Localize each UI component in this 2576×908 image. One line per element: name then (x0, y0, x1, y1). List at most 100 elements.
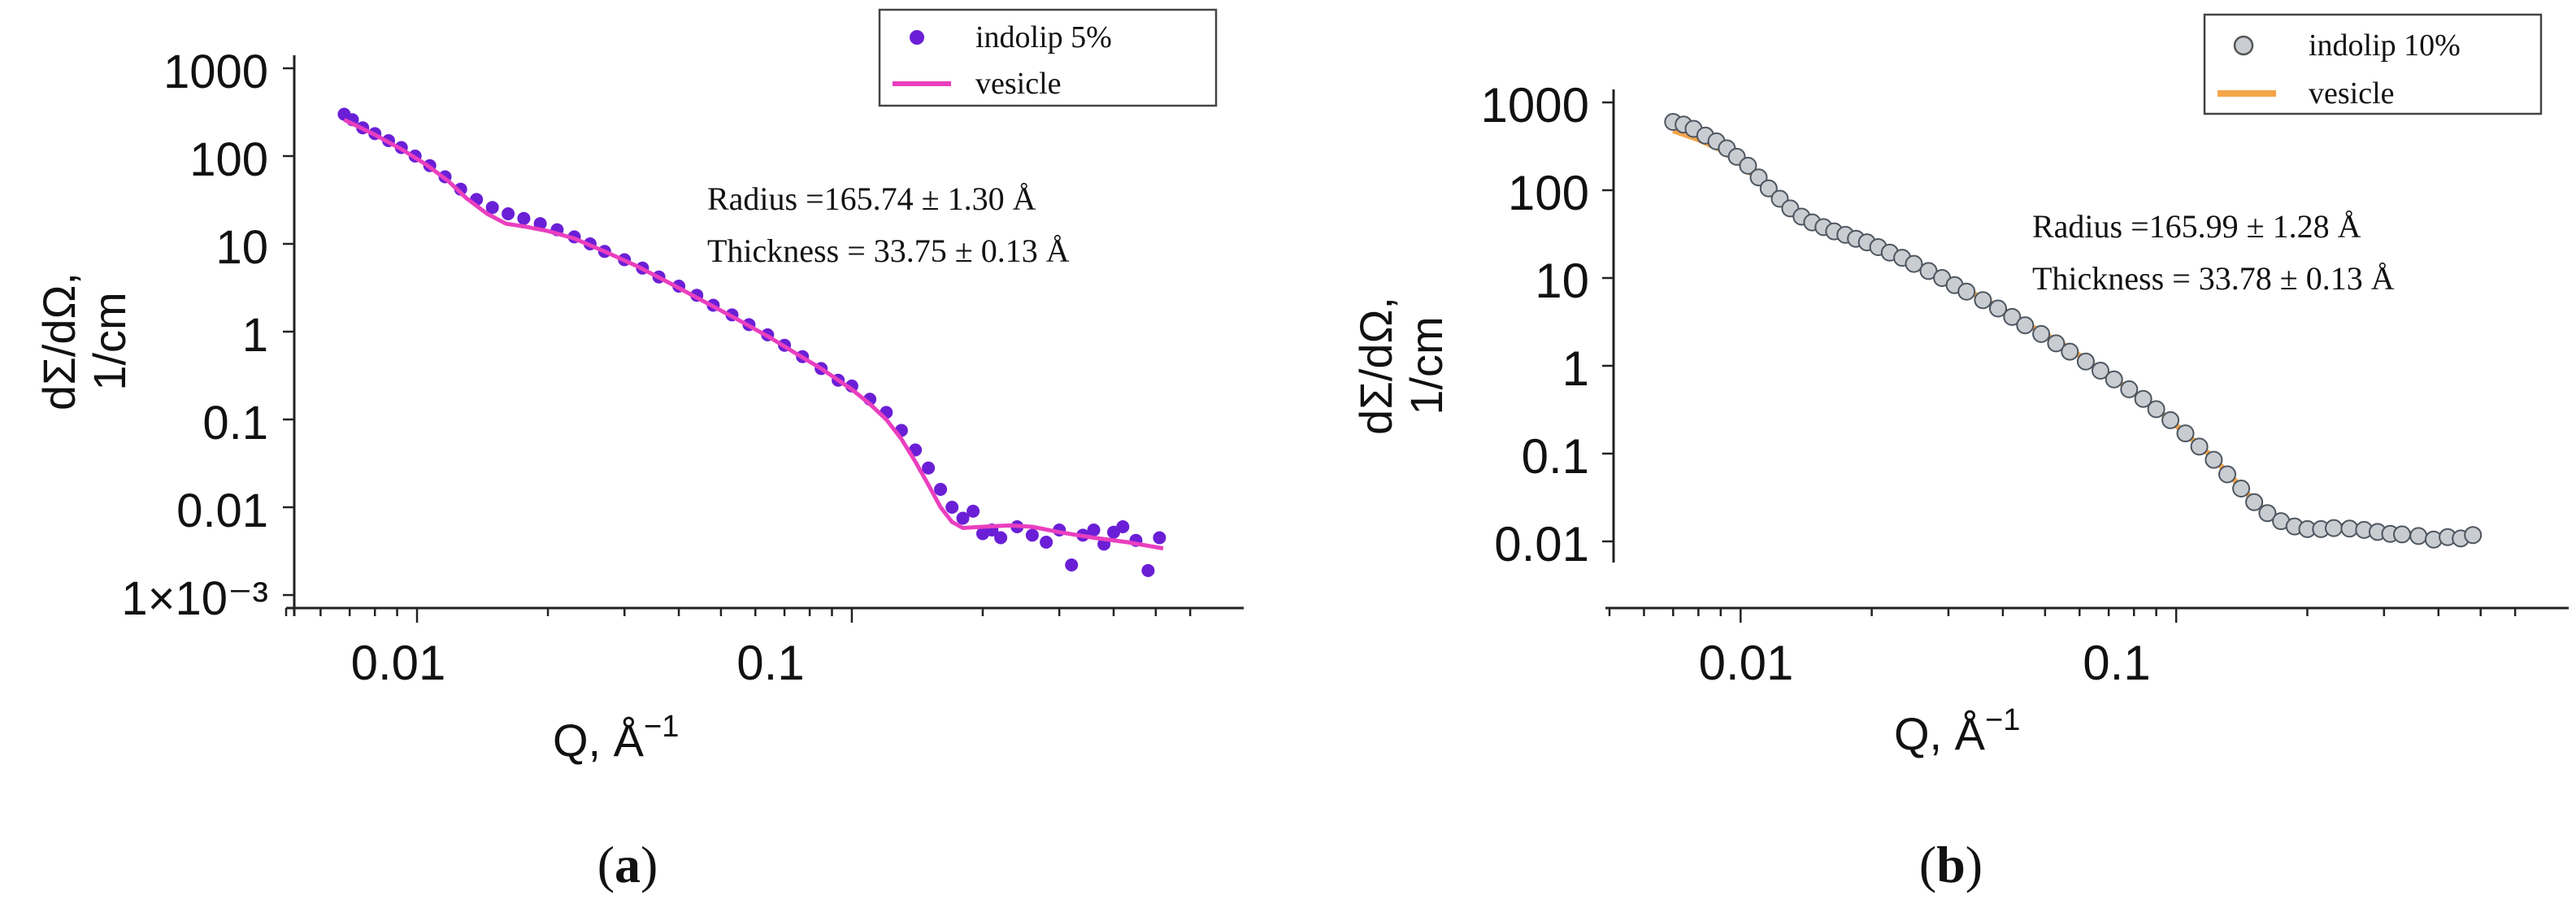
annotation-b-thickness: Thickness = 33.78 ± 0.13 Å (2032, 260, 2395, 297)
data-point-a-47 (1040, 536, 1053, 549)
ylabel-a-line1: dΣ/dΩ, (33, 272, 85, 411)
data-point-b-39 (2147, 400, 2165, 419)
data-point-b-58 (2409, 527, 2428, 545)
legend-a-label-data: indolip 5% (975, 20, 1112, 54)
ytick-label-b-0.1: 0.1 (1522, 429, 1589, 484)
xlabel-b-sup: −1 (1985, 703, 2020, 737)
legend-a-marker-swatch (910, 30, 924, 45)
ylabel-b: dΣ/dΩ, 1/cm (1350, 297, 1452, 435)
data-point-b-42 (2190, 437, 2209, 456)
data-point-b-35 (2092, 362, 2109, 380)
annotation-a-radius: Radius =165.74 ± 1.30 Å (707, 180, 1036, 217)
data-point-b-8 (1749, 168, 1768, 187)
data-point-b-53 (2340, 519, 2359, 538)
legend-b-box (2203, 13, 2543, 115)
data-point-b-9 (1759, 179, 1778, 198)
ytick-label-b-100: 100 (1508, 166, 1589, 220)
ylabel-a-line2: 1/cm (84, 292, 135, 390)
data-point-b-44 (2218, 465, 2236, 484)
data-point-a-44 (994, 531, 1008, 545)
data-point-a-37 (922, 461, 936, 475)
data-point-a-40 (956, 511, 970, 525)
ytick-label-a-1: 1 (242, 309, 268, 362)
legend-b-marker-swatch (2233, 35, 2254, 56)
xtick-label-b-0.1: 0.1 (2083, 636, 2150, 690)
ylabel-a: dΣ/dΩ, 1/cm (33, 272, 135, 411)
annotation-a-thickness: Thickness = 33.75 ± 0.13 Å (707, 232, 1070, 269)
data-point-b-40 (2161, 411, 2180, 429)
ytick-label-a-10: 10 (215, 221, 268, 274)
data-point-b-43 (2205, 450, 2223, 469)
ytick-label-a-100: 100 (189, 133, 268, 186)
panel-label-a: (a) (597, 836, 658, 893)
data-point-b-36 (2105, 370, 2123, 389)
xlabel-a: Q, Å−1 (553, 710, 679, 766)
chart-panel-b: 1000 100 10 1 0.1 0.01 0.01 0.1 dΣ/dΩ, 1… (1350, 13, 2569, 893)
xtick-label-a-0.1: 0.1 (736, 636, 804, 690)
xtick-label-a-0.01: 0.01 (351, 636, 446, 690)
data-point-b-41 (2176, 424, 2195, 443)
annotation-b-radius: Radius =165.99 ± 1.28 Å (2032, 208, 2361, 245)
fit-line-b (1672, 128, 2478, 543)
data-point-b-46 (2245, 493, 2264, 511)
ytick-label-b-1: 1 (1562, 341, 1589, 396)
ylabel-b-line1: dΣ/dΩ, (1350, 297, 1401, 435)
data-point-b-62 (2464, 526, 2483, 545)
data-point-a-51 (1087, 524, 1101, 537)
legend-b-label-data: indolip 10% (2309, 28, 2461, 63)
data-point-b-37 (2120, 380, 2139, 398)
data-point-b-52 (2325, 519, 2343, 537)
data-point-b-32 (2047, 334, 2066, 353)
xlabel-a-main: Q, Å (553, 715, 645, 766)
chart-panel-a: 1000 100 10 1 0.1 0.01 1×10⁻³ 0.01 0.1 d… (33, 8, 1244, 893)
legend-a-box (878, 8, 1218, 107)
xlabel-b-main: Q, Å (1894, 708, 1986, 759)
data-point-b-30 (2016, 316, 2035, 335)
legend-a-label-fit: vesicle (975, 67, 1062, 101)
xlabel-a-sup: −1 (644, 710, 679, 744)
plot-area-a (283, 55, 1244, 623)
data-point-a-13 (517, 211, 531, 225)
ytick-label-a-0.001: 1×10⁻³ (121, 572, 268, 625)
ytick-label-b-10: 10 (1535, 254, 1589, 308)
xtick-label-b-0.01: 0.01 (1699, 636, 1794, 690)
ytick-label-a-1000: 1000 (163, 46, 268, 98)
legend-b: indolip 10% vesicle (2203, 13, 2543, 115)
ytick-label-b-0.01: 0.01 (1494, 517, 1589, 571)
xlabel-b: Q, Å−1 (1894, 703, 2020, 759)
ytick-label-a-0.1: 0.1 (202, 397, 268, 450)
data-point-b-47 (2258, 504, 2277, 523)
panel-letter-a: a (615, 836, 641, 893)
data-point-a-57 (1153, 531, 1166, 545)
ytick-label-a-0.01: 0.01 (176, 484, 268, 537)
data-point-b-27 (1974, 291, 1992, 310)
data-point-a-54 (1116, 520, 1130, 533)
data-point-b-33 (2061, 342, 2079, 361)
data-point-a-49 (1065, 558, 1079, 571)
ytick-label-b-1000: 1000 (1481, 78, 1589, 133)
data-point-b-34 (2076, 352, 2095, 371)
data-point-b-26 (1957, 282, 1976, 301)
data-point-b-29 (2003, 307, 2022, 326)
data-point-b-22 (1905, 254, 1923, 273)
data-point-a-11 (485, 201, 499, 215)
data-point-b-31 (2032, 324, 2051, 343)
data-point-a-46 (1025, 528, 1039, 542)
data-point-a-39 (945, 501, 959, 514)
fit-line-a (343, 117, 1164, 551)
data-point-b-28 (1989, 299, 2007, 318)
panel-letter-b: b (1936, 836, 1966, 893)
plot-area-b (1602, 89, 2569, 623)
data-point-b-57 (2393, 525, 2411, 544)
legend-a: indolip 5% vesicle (878, 8, 1218, 107)
panel-label-b: (b) (1919, 836, 1983, 893)
data-point-a-38 (934, 483, 948, 496)
ylabel-b-line2: 1/cm (1401, 316, 1452, 415)
data-point-a-12 (502, 207, 515, 220)
legend-b-label-fit: vesicle (2309, 76, 2395, 111)
data-point-a-56 (1141, 563, 1155, 577)
data-point-b-38 (2134, 389, 2152, 408)
data-point-a-41 (967, 504, 980, 518)
data-point-b-7 (1739, 156, 1757, 175)
